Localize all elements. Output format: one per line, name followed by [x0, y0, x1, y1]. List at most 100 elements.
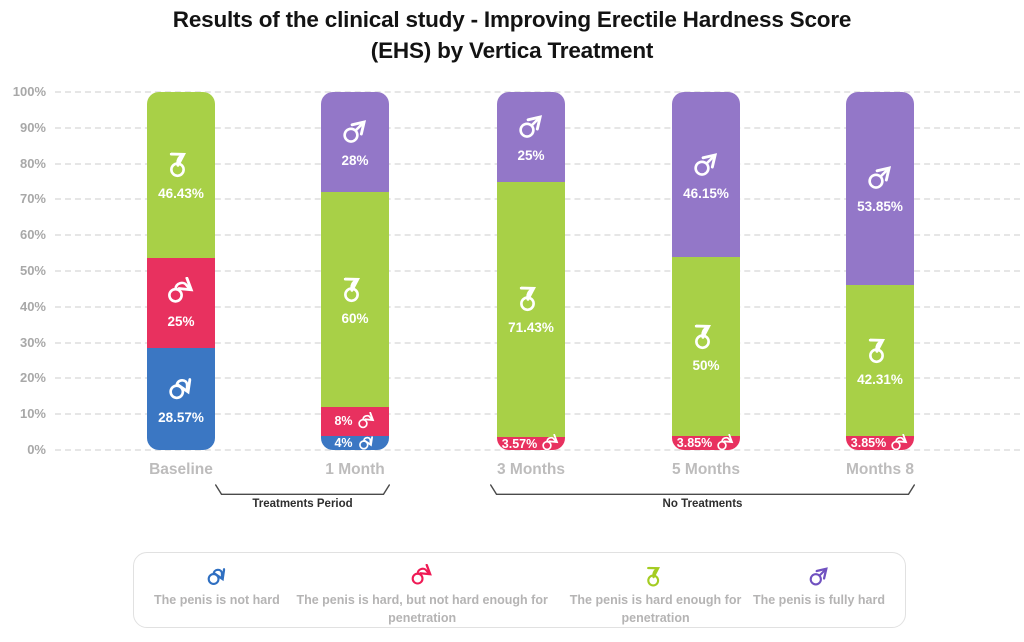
segment-value-label: 60%: [341, 310, 369, 326]
segment-content: 4%: [334, 433, 375, 450]
segment-value-label: 71.43%: [508, 320, 554, 336]
segment-value-label: 8%: [334, 414, 353, 429]
segment-hard_enough: 50%: [672, 257, 740, 437]
segment-content: 8%: [334, 412, 375, 431]
segment-hard_not_enough: 8%: [321, 407, 389, 436]
male-symbol-up-icon: [343, 116, 370, 143]
legend-item-not_hard: The penis is not hard: [154, 564, 280, 610]
y-tick-label-50: 50%: [19, 263, 46, 278]
segment-content: 71.43%: [508, 283, 554, 335]
male-symbol-rising-icon: [340, 274, 370, 302]
segment-content: 60%: [340, 274, 370, 326]
y-tick-label-70: 70%: [19, 191, 46, 207]
segment-not_hard: 4%: [321, 433, 389, 450]
bar-baseline: 46.43% 25% 28.57%: [147, 92, 215, 450]
legend-item-label: The penis is hard, but not hard enough f…: [296, 593, 548, 625]
male-symbol-horizontal-icon: [411, 564, 434, 585]
segment-content: 28.57%: [158, 373, 204, 425]
bracket-no-treatments: [490, 483, 915, 495]
segment-value-label: 42.31%: [857, 371, 903, 387]
segment-hard_enough: 42.31%: [846, 284, 914, 437]
segment-content: 42.31%: [857, 335, 903, 387]
segment-value-label: 3.57%: [501, 436, 538, 450]
bar-1-month: 28% 60% 8% 4%: [321, 92, 389, 450]
segment-content: 46.15%: [683, 149, 729, 201]
male-symbol-rising-icon: [516, 283, 546, 312]
male-symbol-horizontal-icon: [717, 434, 735, 450]
segment-value-label: 50%: [692, 357, 720, 373]
legend-item-hard_not_enough: The penis is hard, but not hard enough f…: [286, 564, 558, 627]
male-symbol-rising-icon: [865, 335, 895, 363]
segment-value-label: 28%: [341, 153, 369, 169]
x-label-baseline: Baseline: [149, 461, 213, 478]
segment-not_hard: 28.57%: [147, 347, 215, 450]
male-symbol-up-icon: [809, 564, 831, 586]
segment-fully_hard: 46.15%: [672, 92, 740, 258]
segment-content: 46.43%: [158, 149, 204, 201]
bar-3-months: 25% 71.43% 3.57%: [497, 92, 565, 450]
segment-fully_hard: 25%: [497, 92, 565, 182]
male-symbol-rising-icon: [166, 149, 196, 178]
segment-fully_hard: 53.85%: [846, 92, 914, 285]
male-symbol-horizontal-icon: [357, 412, 376, 429]
male-symbol-down-icon: [358, 433, 376, 450]
x-label-months-8: Months 8: [845, 461, 915, 478]
segment-hard_not_enough: 25%: [147, 258, 215, 348]
legend-item-label: The penis is hard enough for penetration: [569, 593, 742, 625]
bracket-treatments-period: [215, 483, 390, 495]
y-tick-label-10: 10%: [19, 406, 46, 422]
male-symbol-up-icon: [694, 149, 721, 176]
bracket-label-no-treatments: No Treatments: [662, 498, 743, 510]
x-label-1-month: 1 Month: [325, 461, 385, 478]
legend-item-hard_enough: The penis is hard enough for penetration: [565, 564, 747, 627]
legend-box: The penis is not hard The penis is hard,…: [133, 552, 906, 628]
x-label-3-months: 3 Months: [496, 461, 566, 478]
y-tick-label-30: 30%: [19, 334, 46, 350]
legend-item-label: The penis is fully hard: [752, 593, 885, 607]
y-tick-label-80: 80%: [19, 155, 46, 171]
segment-content: 25%: [516, 111, 546, 163]
segment-hard_enough: 71.43%: [497, 181, 565, 438]
segment-value-label: 3.85%: [850, 436, 887, 450]
segment-content: 25%: [166, 277, 196, 329]
segment-content: 50%: [691, 321, 721, 373]
male-symbol-horizontal-icon: [542, 434, 560, 450]
gridline-0: [55, 449, 1020, 451]
bracket-label-treatments-period: Treatments Period: [252, 498, 353, 510]
male-symbol-horizontal-icon: [891, 434, 909, 450]
segment-value-label: 46.43%: [158, 186, 204, 202]
segment-hard_not_enough: 3.85%: [672, 436, 740, 450]
male-symbol-down-icon: [169, 373, 196, 400]
y-tick-label-20: 20%: [19, 370, 46, 386]
y-tick-label-100: 100%: [12, 84, 46, 99]
male-symbol-rising-icon: [644, 564, 668, 587]
male-symbol-rising-icon: [691, 321, 721, 349]
y-tick-label-60: 60%: [19, 227, 46, 243]
segment-content: 53.85%: [857, 162, 903, 214]
y-tick-label-90: 90%: [19, 119, 46, 135]
segment-value-label: 28.57%: [158, 409, 204, 425]
legend-item-fully_hard: The penis is fully hard: [753, 564, 885, 610]
segment-value-label: 25%: [517, 147, 545, 163]
segment-value-label: 53.85%: [857, 199, 903, 215]
segment-value-label: 4%: [334, 435, 353, 450]
segment-hard_enough: 60%: [321, 192, 389, 408]
legend-item-label: The penis is not hard: [154, 593, 280, 607]
y-tick-label-40: 40%: [19, 298, 46, 314]
segment-content: 3.85%: [851, 434, 909, 450]
segment-fully_hard: 28%: [321, 92, 389, 193]
segment-content: 28%: [340, 116, 370, 168]
male-symbol-up-icon: [868, 162, 895, 190]
male-symbol-horizontal-icon: [168, 277, 196, 303]
bar-5-months: 46.15% 50% 3.85%: [672, 92, 740, 450]
segment-content: 3.85%: [677, 434, 735, 450]
segment-hard_enough: 46.43%: [147, 92, 215, 259]
male-symbol-up-icon: [519, 111, 546, 138]
segment-hard_not_enough: 3.85%: [846, 436, 914, 450]
segment-value-label: 3.85%: [676, 436, 713, 450]
y-tick-label-0: 0%: [27, 442, 46, 457]
segment-value-label: 46.15%: [683, 185, 729, 201]
x-label-5-months: 5 Months: [671, 461, 741, 478]
